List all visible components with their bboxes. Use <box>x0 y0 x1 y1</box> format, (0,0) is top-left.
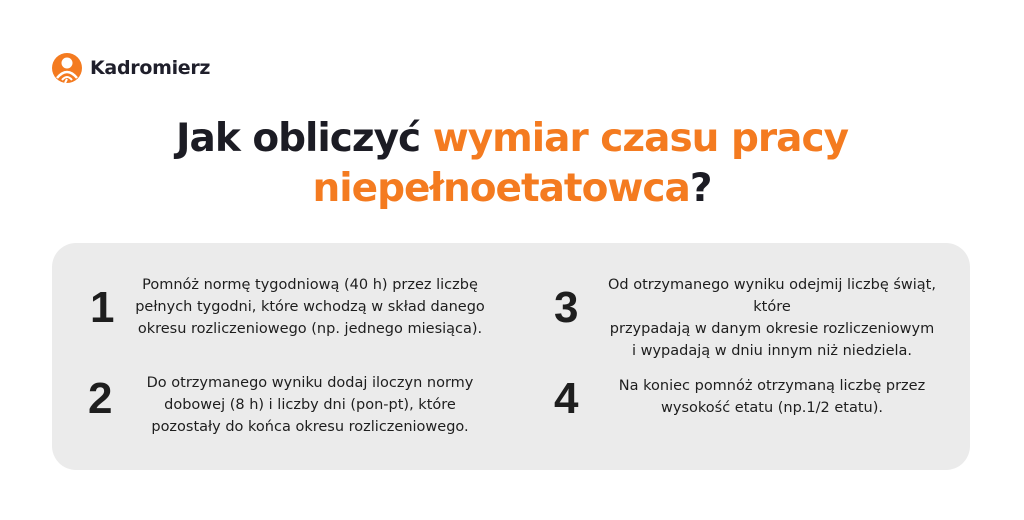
brand-name: Kadromierz <box>90 57 211 79</box>
step-number: 2 <box>88 374 113 423</box>
step-number: 3 <box>554 283 579 332</box>
title-part: Jak obliczyć <box>175 116 433 161</box>
brand-logo: Kadromierz <box>51 52 211 84</box>
step-text: Od otrzymanego wyniku odejmij liczbę świ… <box>608 277 936 359</box>
step-number: 1 <box>90 283 115 332</box>
title-highlight: wymiar czasu pracy <box>432 116 849 161</box>
step-text: Pomnóż normę tygodniową (40 h) przez lic… <box>135 277 485 337</box>
logo-icon <box>52 53 82 84</box>
title-highlight: niepełnoetatowca <box>312 166 691 211</box>
step-number: 4 <box>554 374 579 423</box>
step-text: Do otrzymanego wyniku dodaj iloczyn norm… <box>146 375 474 435</box>
steps-card: 1 Pomnóż normę tygodniową (40 h) przez l… <box>52 243 970 470</box>
page-title: Jak obliczyć wymiar czasu pracy niepełno… <box>0 114 1024 214</box>
title-part: ? <box>689 166 713 211</box>
step-text: Na koniec pomnóż otrzymaną liczbę przez … <box>618 378 926 416</box>
